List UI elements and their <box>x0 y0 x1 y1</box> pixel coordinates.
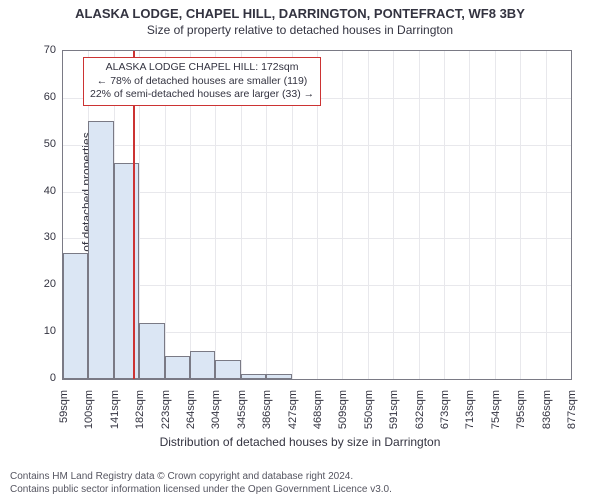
gridline-v <box>469 51 470 379</box>
ytick-label: 60 <box>16 91 56 103</box>
xtick-label: 877sqm <box>566 390 578 440</box>
footer: Contains HM Land Registry data © Crown c… <box>10 470 392 496</box>
xtick-label: 264sqm <box>185 390 197 440</box>
xtick-label: 673sqm <box>439 390 451 440</box>
gridline-v <box>419 51 420 379</box>
chart-title-sub: Size of property relative to detached ho… <box>0 21 600 37</box>
histogram-bar <box>215 360 240 379</box>
xtick-label: 304sqm <box>210 390 222 440</box>
xtick-label: 386sqm <box>261 390 273 440</box>
chart-wrap: Number of detached properties ALASKA LOD… <box>0 40 600 440</box>
histogram-bar <box>114 163 139 379</box>
histogram-bar <box>63 253 88 380</box>
xtick-label: 468sqm <box>312 390 324 440</box>
histogram-bar <box>241 374 266 379</box>
ytick-label: 50 <box>16 138 56 150</box>
plot-area: ALASKA LODGE CHAPEL HILL: 172sqm ← 78% o… <box>62 50 572 380</box>
histogram-bar <box>190 351 215 379</box>
xtick-label: 713sqm <box>464 390 476 440</box>
ytick-label: 10 <box>16 325 56 337</box>
annotation-line1: ALASKA LODGE CHAPEL HILL: 172sqm <box>90 61 314 75</box>
annotation-line2: ← 78% of detached houses are smaller (11… <box>90 75 314 89</box>
xtick-label: 59sqm <box>58 390 70 440</box>
chart-container: ALASKA LODGE, CHAPEL HILL, DARRINGTON, P… <box>0 0 600 500</box>
xtick-label: 795sqm <box>515 390 527 440</box>
ytick-label: 20 <box>16 278 56 290</box>
histogram-bar <box>266 374 291 379</box>
gridline-v <box>393 51 394 379</box>
xtick-label: 141sqm <box>109 390 121 440</box>
xtick-label: 836sqm <box>541 390 553 440</box>
footer-line2: Contains public sector information licen… <box>10 483 392 496</box>
gridline-v <box>444 51 445 379</box>
gridline-v <box>368 51 369 379</box>
histogram-bar <box>88 121 113 379</box>
xtick-label: 591sqm <box>388 390 400 440</box>
histogram-bar <box>139 323 164 379</box>
gridline-v <box>495 51 496 379</box>
xtick-label: 100sqm <box>83 390 95 440</box>
xtick-label: 550sqm <box>363 390 375 440</box>
ytick-label: 40 <box>16 185 56 197</box>
ytick-label: 70 <box>16 44 56 56</box>
annotation-line3: 22% of semi-detached houses are larger (… <box>90 88 314 102</box>
ytick-label: 0 <box>16 372 56 384</box>
xtick-label: 427sqm <box>287 390 299 440</box>
xtick-label: 182sqm <box>134 390 146 440</box>
xtick-label: 223sqm <box>160 390 172 440</box>
xtick-label: 754sqm <box>490 390 502 440</box>
chart-title-main: ALASKA LODGE, CHAPEL HILL, DARRINGTON, P… <box>0 0 600 21</box>
histogram-bar <box>165 356 190 379</box>
gridline-v <box>546 51 547 379</box>
gridline-v <box>520 51 521 379</box>
gridline-v <box>342 51 343 379</box>
xtick-label: 632sqm <box>414 390 426 440</box>
xtick-label: 345sqm <box>236 390 248 440</box>
footer-line1: Contains HM Land Registry data © Crown c… <box>10 470 392 483</box>
annotation-box: ALASKA LODGE CHAPEL HILL: 172sqm ← 78% o… <box>83 57 321 106</box>
xtick-label: 509sqm <box>337 390 349 440</box>
ytick-label: 30 <box>16 231 56 243</box>
